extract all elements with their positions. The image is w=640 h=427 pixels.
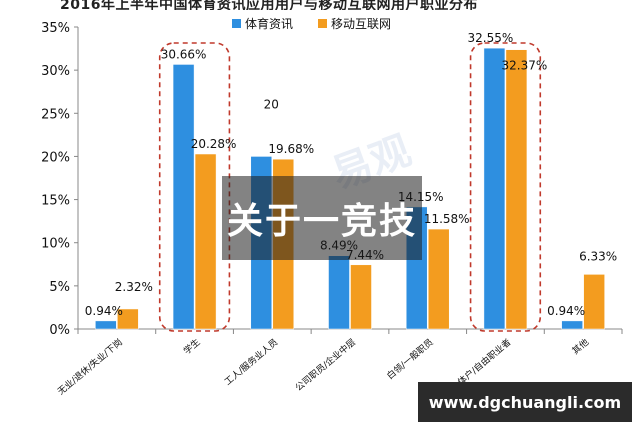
bar-value-label: 2.32%	[115, 280, 153, 294]
bar-value-label: 11.58%	[424, 212, 470, 226]
bar-value-label: 32.55%	[468, 31, 514, 45]
bar-mobile-internet	[194, 153, 217, 330]
x-tick-label: 其他	[570, 336, 592, 357]
bar-sports-info	[328, 255, 350, 330]
chart-title: 2016年上半年中国体育资讯应用用户与移动互联网用户职业分布	[60, 0, 478, 10]
bar-sports-info	[172, 64, 195, 330]
legend-swatch	[232, 19, 241, 28]
legend-swatch	[318, 19, 327, 28]
bar-value-label: 20	[264, 97, 279, 111]
bar-labels-group: 0.94%30.66%208.49%14.15%32.55%0.94%2.32%…	[85, 31, 617, 318]
url-text: www.dgchuangli.com	[428, 392, 622, 412]
x-tick-label: 白领/一般职员	[384, 336, 435, 382]
y-tick-label: 30%	[41, 64, 70, 79]
bar-value-label: 32.37%	[502, 59, 548, 73]
x-tick-label: 学生	[181, 336, 203, 357]
chart-axes: 0% 5% 10% 15% 20% 25% 30% 35%	[41, 21, 623, 338]
bar-value-label: 6.33%	[579, 249, 617, 263]
bar-mobile-internet	[505, 49, 528, 330]
bar-sports-info	[561, 320, 583, 330]
y-tick-label: 25%	[41, 107, 70, 122]
y-tick-label: 35%	[41, 21, 70, 36]
bar-sports-info	[95, 320, 117, 330]
x-tick-label: 工人/服务业人员	[222, 336, 280, 388]
y-tick-label: 0%	[49, 323, 70, 338]
highlight-box	[158, 42, 231, 332]
bar-mobile-internet	[117, 308, 139, 330]
y-tick-label: 15%	[41, 194, 70, 209]
legend-label: 移动互联网	[331, 17, 391, 31]
bar-mobile-internet	[427, 228, 450, 330]
legend: 体育资讯 移动互联网	[232, 16, 391, 31]
y-tick-label: 5%	[49, 280, 70, 295]
bar-mobile-internet	[350, 264, 372, 330]
y-tick-label: 10%	[41, 237, 70, 252]
bar-value-label: 19.68%	[268, 142, 314, 156]
highlight-box	[469, 42, 542, 332]
x-tick-label: 无业/退休/失业/下岗	[55, 336, 125, 397]
overlay-banner: 关于一竞技	[222, 176, 422, 260]
bar-value-label: 0.94%	[85, 304, 123, 318]
bar-mobile-internet	[583, 274, 605, 330]
x-tick-label: 公司职员/企业中层	[293, 336, 358, 393]
bar-value-label: 30.66%	[161, 47, 207, 61]
url-banner[interactable]: www.dgchuangli.com	[418, 382, 632, 422]
y-tick-label: 20%	[41, 150, 70, 165]
bar-value-label: 20.28%	[191, 137, 237, 151]
overlay-banner-text: 关于一竞技	[226, 201, 417, 242]
bar-sports-info	[483, 47, 506, 330]
bar-value-label: 0.94%	[547, 304, 585, 318]
legend-label: 体育资讯	[245, 16, 293, 31]
